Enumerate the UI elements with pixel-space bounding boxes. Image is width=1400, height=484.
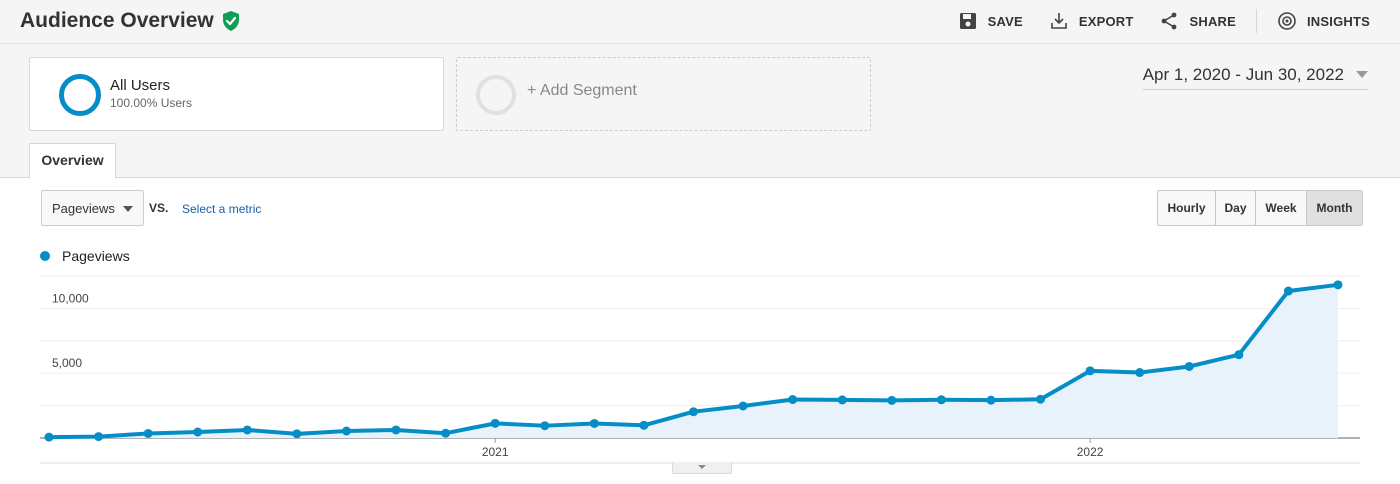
page-title: Audience Overview <box>20 9 240 33</box>
export-icon <box>1051 13 1067 29</box>
data-point[interactable] <box>441 428 451 438</box>
data-point[interactable] <box>1135 368 1145 378</box>
data-point[interactable] <box>490 418 500 428</box>
legend-dot <box>40 251 50 261</box>
data-point[interactable] <box>936 395 946 405</box>
metric-dropdown[interactable]: Pageviews <box>41 190 144 226</box>
data-point[interactable] <box>292 429 302 439</box>
data-point[interactable] <box>837 395 847 405</box>
data-point[interactable] <box>341 426 351 436</box>
data-point[interactable] <box>788 395 798 405</box>
add-segment-label: + Add Segment <box>527 82 637 99</box>
header-divider <box>1256 9 1257 33</box>
segment-percentage: 100.00% Users <box>110 96 193 110</box>
empty-segment-ring-icon <box>476 75 516 115</box>
date-range-label: Apr 1, 2020 - Jun 30, 2022 <box>1142 64 1344 84</box>
report-header: Audience Overview SAVE EXPORT <box>0 0 1400 44</box>
save-icon <box>959 13 976 29</box>
data-point[interactable] <box>887 395 897 405</box>
period-week-button[interactable]: Week <box>1256 191 1307 225</box>
tab-overview[interactable]: Overview <box>29 143 116 179</box>
legend-label: Pageviews <box>62 248 130 264</box>
header-actions: SAVE EXPORT SHARE INSIGH <box>932 9 1370 33</box>
data-point[interactable] <box>94 432 104 442</box>
data-point[interactable] <box>589 418 599 428</box>
data-point[interactable] <box>738 401 748 411</box>
chart-legend: Pageviews <box>40 248 130 264</box>
data-point[interactable] <box>193 427 203 437</box>
y-tick-label: 10,000 <box>52 291 89 305</box>
data-point[interactable] <box>143 428 153 438</box>
period-day-button[interactable]: Day <box>1216 191 1256 225</box>
metric-dropdown-value: Pageviews <box>52 200 115 216</box>
page-title-text: Audience Overview <box>20 9 214 32</box>
data-point[interactable] <box>1333 280 1343 290</box>
period-hourly-button[interactable]: Hourly <box>1158 191 1216 225</box>
shield-check-icon <box>222 11 239 31</box>
segment-name: All Users <box>110 77 171 94</box>
data-point[interactable] <box>242 425 252 435</box>
pageviews-chart: 5,000 10,000 2021 2022 <box>40 275 1360 464</box>
chevron-down-icon <box>698 465 706 469</box>
dropdown-caret-icon <box>123 206 133 212</box>
export-label: EXPORT <box>1078 13 1134 29</box>
period-toggle-group: Hourly Day Week Month <box>1157 190 1363 226</box>
data-point[interactable] <box>1085 366 1095 376</box>
add-segment-button[interactable]: + Add Segment <box>456 57 871 131</box>
insights-button[interactable]: INSIGHTS <box>1277 11 1370 31</box>
share-label: SHARE <box>1189 13 1236 29</box>
select-metric-link[interactable]: Select a metric <box>182 202 262 216</box>
x-tick-label: 2022 <box>1077 445 1104 459</box>
tab-overview-label: Overview <box>41 152 104 168</box>
date-range-picker[interactable]: Apr 1, 2020 - Jun 30, 2022 <box>1142 64 1368 90</box>
data-point[interactable] <box>986 395 996 405</box>
chevron-down-icon <box>1356 71 1368 78</box>
save-button[interactable]: SAVE <box>958 11 1023 31</box>
save-label: SAVE <box>987 13 1023 29</box>
x-tick-label: 2021 <box>482 445 509 459</box>
share-icon <box>1162 12 1177 30</box>
period-month-button[interactable]: Month <box>1307 191 1362 225</box>
y-tick-label: 5,000 <box>52 356 82 370</box>
vs-label: VS. <box>149 201 169 215</box>
data-point[interactable] <box>1184 361 1194 371</box>
data-point[interactable] <box>1234 350 1244 360</box>
chart-expand-tab[interactable] <box>672 462 732 474</box>
segment-band: All Users 100.00% Users + Add Segment Ap… <box>0 44 1400 179</box>
data-point[interactable] <box>1036 394 1046 404</box>
segment-all-users[interactable]: All Users 100.00% Users <box>29 57 444 131</box>
segment-ring-icon <box>59 74 101 116</box>
insights-label: INSIGHTS <box>1307 13 1370 29</box>
insights-icon <box>1278 12 1296 30</box>
data-point[interactable] <box>540 421 550 431</box>
data-point[interactable] <box>44 432 54 442</box>
share-button[interactable]: SHARE <box>1159 11 1236 31</box>
data-point[interactable] <box>639 420 649 430</box>
data-point[interactable] <box>689 407 698 417</box>
data-point[interactable] <box>391 425 401 435</box>
data-point[interactable] <box>1283 286 1293 296</box>
export-button[interactable]: EXPORT <box>1049 11 1134 31</box>
